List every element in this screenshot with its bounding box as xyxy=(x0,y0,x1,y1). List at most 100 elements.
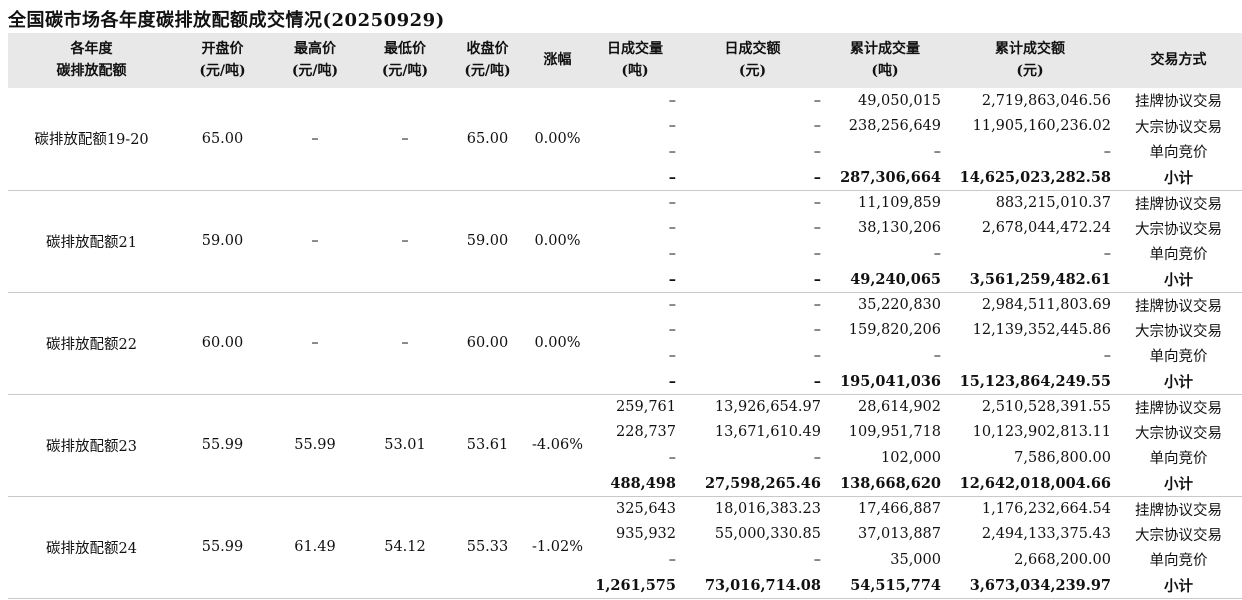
trade-row: – – – – 单向竞价 xyxy=(8,139,1242,165)
col-header-daily-amount: 日成交额 (元) xyxy=(680,33,825,88)
cum-amount: 2,719,863,046.56 xyxy=(981,92,1111,109)
cum-amount: 2,494,133,375.43 xyxy=(981,526,1111,543)
header-line: (元/吨) xyxy=(464,62,511,79)
col-header-close: 收盘价 (元/吨) xyxy=(450,33,525,88)
cum-volume: 54,515,774 xyxy=(850,576,941,594)
cum-volume: 287,306,664 xyxy=(840,168,941,186)
quota-name: 碳排放配额22 xyxy=(46,336,137,353)
cum-volume: 35,000 xyxy=(890,551,941,568)
cum-amount: 2,678,044,472.24 xyxy=(981,220,1111,237)
cum-amount: – xyxy=(1103,347,1111,364)
trade-row: 935,932 55,000,330.85 37,013,887 2,494,1… xyxy=(8,522,1242,548)
header-line: 日成交量 xyxy=(607,40,663,57)
daily-volume: 259,761 xyxy=(616,399,676,415)
open-price: 60.00 xyxy=(201,335,244,351)
trade-method: 大宗协议交易 xyxy=(1135,221,1222,238)
trade-method: 单向竞价 xyxy=(1149,247,1208,264)
cum-volume: 109,951,718 xyxy=(848,424,941,441)
cum-amount: 12,642,018,004.66 xyxy=(959,474,1111,492)
col-header-trade-method: 交易方式 xyxy=(1115,33,1242,88)
change-pct: -4.06% xyxy=(532,437,583,453)
cum-volume: 49,050,015 xyxy=(857,92,941,109)
daily-amount: – xyxy=(813,245,821,262)
low-price: 53.01 xyxy=(384,437,426,453)
subtotal-row: 1,261,575 73,016,714.08 54,515,774 3,673… xyxy=(8,573,1242,599)
header-line: 最低价 xyxy=(384,40,426,57)
open-price: 59.00 xyxy=(201,233,244,249)
cum-volume: 49,240,065 xyxy=(850,270,941,288)
subtotal-row: 488,498 27,598,265.46 138,668,620 12,642… xyxy=(8,471,1242,497)
trade-row: – – 238,256,649 11,905,160,236.02 大宗协议交易 xyxy=(8,114,1242,140)
header-line: (元/吨) xyxy=(381,62,429,79)
daily-volume: – xyxy=(668,220,676,237)
daily-amount: – xyxy=(813,92,821,109)
col-header-low: 最低价 (元/吨) xyxy=(360,33,450,88)
cum-volume: 195,041,036 xyxy=(840,372,941,390)
page-title: 全国碳市场各年度碳排放配额成交情况(20250929) xyxy=(8,10,445,31)
cum-volume: 159,820,206 xyxy=(848,322,941,339)
col-header-open: 开盘价 (元/吨) xyxy=(175,33,270,88)
cum-amount: – xyxy=(1103,245,1111,262)
subtotal-row: – – 195,041,036 15,123,864,249.55 小计 xyxy=(8,369,1242,395)
trade-method: 挂牌协议交易 xyxy=(1135,502,1222,519)
trade-method: 大宗协议交易 xyxy=(1135,323,1222,340)
quota-name: 碳排放配额19-20 xyxy=(34,132,149,149)
daily-amount: 55,000,330.85 xyxy=(714,526,821,543)
daily-amount: 13,926,654.97 xyxy=(714,399,821,415)
col-header-quota: 各年度 碳排放配额 xyxy=(8,33,175,88)
table-header: 各年度 碳排放配额 开盘价 (元/吨) 最高价 (元/吨) 最低价 (元/吨) 收盘价 (… xyxy=(8,33,1242,88)
daily-amount: – xyxy=(813,297,821,313)
cum-amount: 7,586,800.00 xyxy=(1014,449,1111,466)
change-pct: -1.02% xyxy=(532,539,583,555)
col-header-change: 涨幅 xyxy=(525,33,590,88)
trade-row: – – 102,000 7,586,800.00 单向竞价 xyxy=(8,445,1242,471)
daily-volume: – xyxy=(668,92,676,109)
low-price: – xyxy=(401,130,409,147)
header-line: (元) xyxy=(738,62,767,79)
trade-method: 小计 xyxy=(1164,373,1193,391)
header-line: (元/吨) xyxy=(291,62,339,79)
header-line: 各年度 xyxy=(70,40,113,57)
header-line: 最高价 xyxy=(294,40,336,57)
daily-amount: 27,598,265.46 xyxy=(704,474,821,492)
trade-row: – – – – 单向竞价 xyxy=(8,343,1242,369)
change-pct: 0.00% xyxy=(534,335,581,351)
daily-volume: – xyxy=(668,195,676,211)
quota-block-21: 碳排放配额21 59.00 – – 59.00 0.00% – – 11,109… xyxy=(8,190,1242,292)
cum-volume: 102,000 xyxy=(881,449,941,466)
header-line: 收盘价 xyxy=(466,40,509,57)
quota-name: 碳排放配额21 xyxy=(46,234,137,251)
trade-method: 小计 xyxy=(1164,577,1193,595)
trade-method: 挂牌协议交易 xyxy=(1135,94,1222,111)
cum-amount: 3,673,034,239.97 xyxy=(969,576,1111,594)
header-line: (元) xyxy=(1016,62,1044,79)
daily-volume: 935,932 xyxy=(616,526,676,543)
trade-row: – – 159,820,206 12,139,352,445.86 大宗协议交易 xyxy=(8,318,1242,344)
trade-row: 碳排放配额21 59.00 – – 59.00 0.00% – – 11,109… xyxy=(8,190,1242,251)
trade-method: 小计 xyxy=(1164,271,1193,289)
col-header-cum-volume: 累计成交量 (吨) xyxy=(825,33,945,88)
daily-amount: 73,016,714.08 xyxy=(704,576,821,594)
trade-method: 小计 xyxy=(1164,475,1193,493)
cum-volume: 17,466,887 xyxy=(857,501,941,517)
daily-volume: 488,498 xyxy=(610,474,676,492)
close-price: 55.33 xyxy=(466,539,509,555)
cum-amount: 883,215,010.37 xyxy=(995,195,1111,211)
trade-method: 单向竞价 xyxy=(1149,553,1208,570)
daily-volume: – xyxy=(668,347,676,364)
header-line: 累计成交量 xyxy=(850,40,920,57)
high-price: 55.99 xyxy=(294,437,336,453)
quota-name: 碳排放配额23 xyxy=(46,438,137,455)
daily-volume: – xyxy=(668,270,676,288)
cum-volume: – xyxy=(933,245,941,262)
daily-volume: – xyxy=(668,168,676,186)
close-price: 65.00 xyxy=(466,130,509,147)
header-row: 各年度 碳排放配额 开盘价 (元/吨) 最高价 (元/吨) 最低价 (元/吨) 收盘价 (… xyxy=(8,33,1242,88)
high-price: 61.49 xyxy=(294,539,336,555)
daily-amount: – xyxy=(813,118,821,135)
cum-amount: 15,123,864,249.55 xyxy=(959,372,1111,390)
cum-volume: 28,614,902 xyxy=(857,399,941,415)
cum-amount: 14,625,023,282.58 xyxy=(959,168,1111,186)
daily-volume: 1,261,575 xyxy=(595,576,676,594)
daily-volume: – xyxy=(668,297,676,313)
